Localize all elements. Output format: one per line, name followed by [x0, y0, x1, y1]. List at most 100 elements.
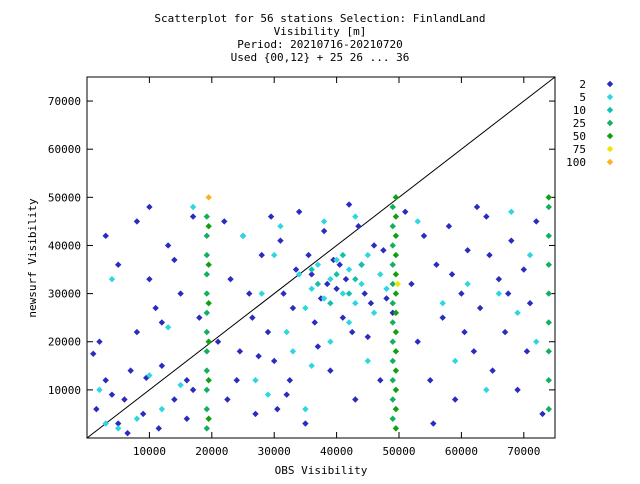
- data-point-count-2: [255, 352, 262, 360]
- data-point-count-2: [227, 275, 234, 283]
- data-point-count-25: [389, 242, 396, 249]
- data-point-count-5: [252, 377, 259, 384]
- y-tick-label: 50000: [48, 191, 81, 204]
- legend-label: 25: [573, 117, 586, 130]
- data-point-count-5: [295, 271, 303, 278]
- y-tick-label: 30000: [48, 288, 81, 301]
- data-point-count-2: [271, 357, 278, 365]
- data-point-count-5: [451, 357, 459, 365]
- data-point-count-5: [352, 213, 359, 220]
- legend-marker: [606, 158, 614, 166]
- data-point-count-2: [311, 319, 318, 326]
- data-point-count-2: [495, 275, 503, 283]
- data-point-count-2: [526, 300, 534, 307]
- data-point-count-2: [458, 290, 465, 297]
- data-point-count-25: [389, 357, 396, 365]
- y-axis-label: newsurf Visibility: [26, 198, 39, 318]
- data-point-count-2: [133, 328, 141, 336]
- data-point-count-2: [380, 247, 387, 254]
- title-line-4: Used {00,12} + 25 26 ... 36: [231, 51, 410, 64]
- data-point-count-5: [302, 304, 309, 312]
- legend-marker: [606, 145, 614, 153]
- data-point-count-5: [264, 391, 272, 398]
- data-point-count-2: [183, 377, 191, 384]
- title-line-2: Visibility [m]: [274, 25, 367, 38]
- data-point-count-2: [342, 275, 350, 283]
- data-point-count-2: [473, 203, 481, 211]
- data-point-count-50: [392, 386, 400, 394]
- data-point-count-5: [308, 285, 315, 292]
- x-tick-label: 20000: [195, 445, 228, 458]
- data-point-count-2: [102, 232, 109, 240]
- data-point-count-50: [205, 223, 212, 230]
- data-point-count-25: [203, 309, 211, 317]
- data-point-count-2: [345, 201, 353, 208]
- chart-title: Scatterplot for 56 stations Selection: F…: [154, 12, 485, 64]
- data-point-count-2: [189, 386, 197, 394]
- data-point-count-25: [389, 415, 396, 422]
- data-point-count-50: [392, 232, 400, 240]
- data-point-count-2: [448, 271, 456, 278]
- data-point-count-50: [392, 348, 400, 355]
- data-point-count-5: [514, 309, 521, 317]
- data-point-count-2: [476, 304, 484, 312]
- data-point-count-25: [203, 271, 211, 278]
- data-point-count-25: [203, 213, 211, 220]
- data-point-count-2: [461, 328, 468, 336]
- data-point-count-2: [305, 251, 312, 259]
- data-point-count-2: [221, 218, 228, 225]
- data-point-count-5: [177, 381, 184, 389]
- data-point-count-2: [333, 285, 340, 292]
- y-tick-label: 10000: [48, 384, 81, 397]
- data-point-count-2: [489, 367, 496, 374]
- data-point-count-5: [414, 218, 421, 225]
- data-point-count-2: [280, 290, 287, 297]
- legend-marker: [606, 132, 614, 140]
- data-point-count-5: [258, 290, 265, 297]
- data-point-count-5: [358, 280, 365, 288]
- data-point-count-5: [302, 405, 309, 413]
- data-point-count-2: [320, 227, 328, 235]
- data-point-count-5: [189, 203, 197, 211]
- data-point-count-25: [545, 290, 552, 297]
- y-tick-label: 60000: [48, 143, 81, 156]
- legend-marker: [606, 106, 614, 114]
- data-point-count-2: [408, 280, 415, 288]
- data-point-count-2: [146, 275, 153, 283]
- data-point-count-2: [127, 367, 134, 374]
- data-point-count-5: [108, 275, 116, 283]
- data-point-count-25: [203, 367, 211, 374]
- data-point-count-2: [539, 410, 546, 418]
- data-point-count-2: [508, 237, 515, 244]
- data-point-count-10: [339, 251, 347, 259]
- data-point-count-50: [392, 194, 400, 201]
- data-point-count-25: [389, 319, 396, 326]
- y-tick-label: 20000: [48, 336, 81, 349]
- data-point-count-2: [308, 271, 315, 278]
- data-point-count-2: [158, 362, 166, 369]
- data-point-count-5: [102, 420, 109, 427]
- data-point-count-50: [205, 338, 212, 345]
- data-point-count-50: [205, 415, 212, 422]
- data-point-count-25: [545, 348, 552, 355]
- data-point-count-25: [389, 280, 396, 288]
- data-point-count-2: [520, 266, 527, 273]
- data-point-count-25: [389, 261, 396, 268]
- data-point-count-5: [289, 348, 297, 355]
- data-point-count-100: [205, 194, 212, 201]
- data-point-count-5: [364, 357, 371, 365]
- data-point-count-2: [189, 213, 197, 220]
- data-point-count-10: [314, 280, 322, 288]
- data-point-count-2: [164, 242, 172, 249]
- data-point-count-2: [486, 251, 493, 259]
- data-point-count-25: [545, 203, 552, 211]
- data-point-count-2: [115, 420, 122, 427]
- data-point-count-5: [339, 290, 347, 297]
- data-point-count-2: [314, 343, 322, 350]
- data-point-count-2: [352, 396, 359, 403]
- data-point-count-2: [349, 328, 356, 336]
- legend-label: 100: [566, 156, 586, 169]
- data-point-count-5: [333, 256, 340, 264]
- data-point-count-50: [392, 251, 400, 259]
